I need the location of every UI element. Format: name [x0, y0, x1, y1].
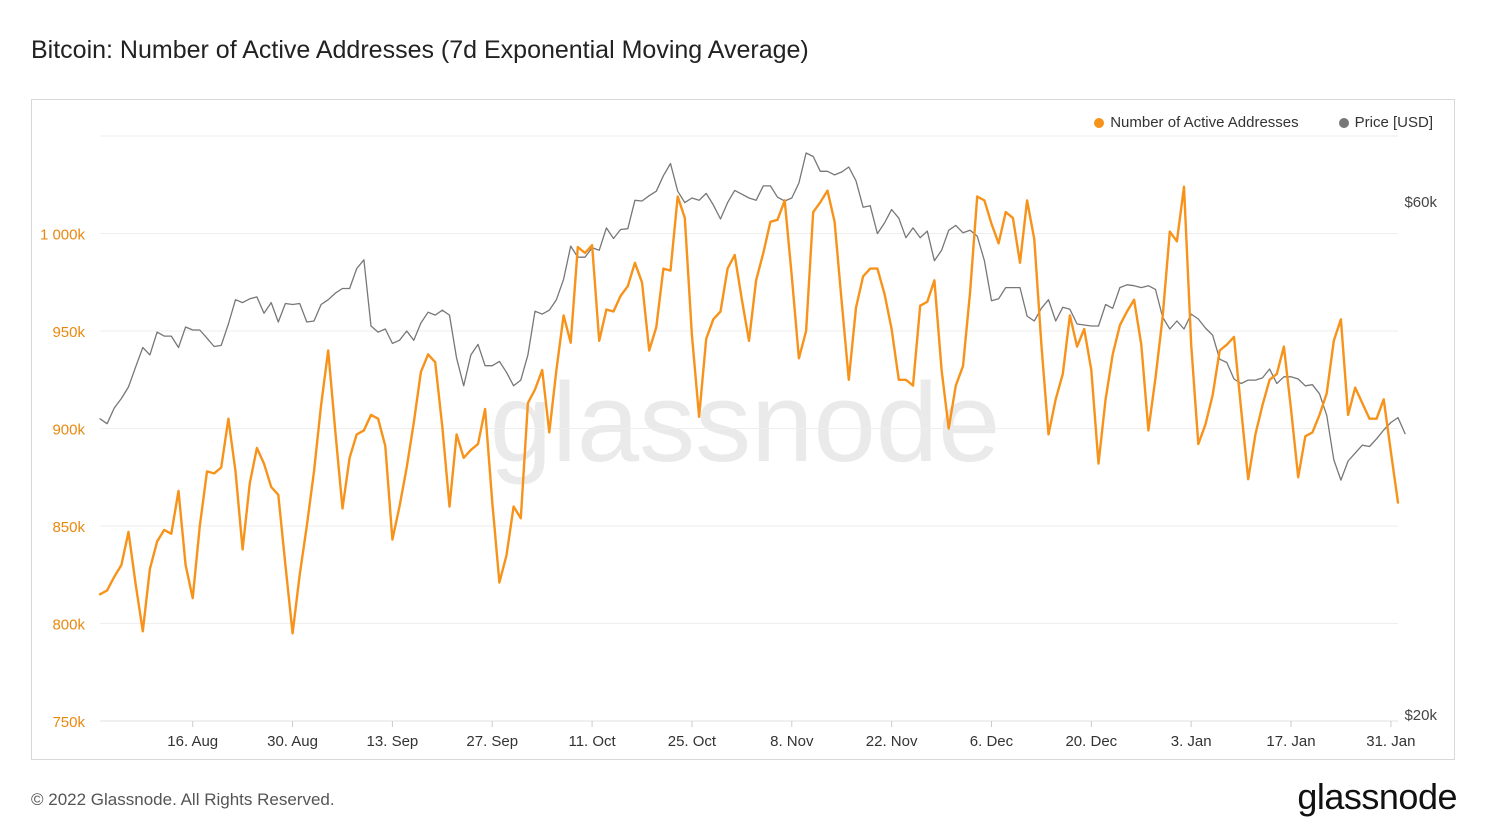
legend-label-addresses: Number of Active Addresses: [1110, 114, 1299, 131]
legend-item-price[interactable]: Price [USD]: [1338, 114, 1433, 131]
grid: [100, 135, 1398, 722]
left-tick-label: 750k: [52, 714, 85, 731]
left-y-axis: 750k 800k 850k 900k 950k 1 000k: [40, 227, 86, 732]
x-tick-label: 3. Jan: [1171, 733, 1212, 750]
chart-frame: [31, 99, 1455, 760]
watermark: glassnode: [490, 360, 1001, 485]
right-tick-label: $20k: [1404, 707, 1437, 724]
x-axis: 16. Aug 30. Aug 13. Sep 27. Sep 11. Oct 25. O…: [167, 721, 1415, 750]
price-dot-icon: [1338, 117, 1349, 128]
glassnode-logo[interactable]: glassnode: [1297, 776, 1457, 817]
x-tick-label: 6. Dec: [970, 733, 1014, 750]
x-tick-label: 17. Jan: [1266, 733, 1315, 750]
legend-item-addresses[interactable]: Number of Active Addresses: [1094, 114, 1299, 131]
x-tick-label: 16. Aug: [167, 733, 218, 750]
x-tick-label: 8. Nov: [770, 733, 814, 750]
addresses-series-line: [98, 185, 1400, 635]
x-tick-label: 30. Aug: [267, 733, 318, 750]
left-tick-label: 1 000k: [40, 227, 86, 244]
left-tick-label: 850k: [52, 519, 85, 536]
left-tick-label: 900k: [52, 422, 85, 439]
legend: Number of Active Addresses Price [USD]: [1094, 114, 1433, 131]
x-tick-label: 25. Oct: [668, 733, 717, 750]
price-series-line: [99, 152, 1406, 481]
x-tick-label: 11. Oct: [568, 733, 616, 750]
addresses-dot-icon: [1094, 117, 1105, 128]
x-tick-label: 31. Jan: [1366, 733, 1415, 750]
left-tick-label: 800k: [52, 617, 85, 634]
copyright-text: © 2022 Glassnode. All Rights Reserved.: [31, 790, 335, 809]
x-tick-label: 22. Nov: [866, 733, 918, 750]
series-layer: [98, 152, 1406, 635]
x-tick-label: 27. Sep: [466, 733, 518, 750]
left-tick-label: 950k: [52, 324, 85, 341]
legend-label-price: Price [USD]: [1354, 114, 1433, 131]
x-tick-label: 20. Dec: [1065, 733, 1117, 750]
right-tick-label: $60k: [1404, 194, 1437, 211]
x-tick-label: 13. Sep: [367, 733, 419, 750]
page-title: Bitcoin: Number of Active Addresses (7d …: [31, 36, 809, 64]
right-y-axis: $20k $60k: [1404, 194, 1437, 724]
